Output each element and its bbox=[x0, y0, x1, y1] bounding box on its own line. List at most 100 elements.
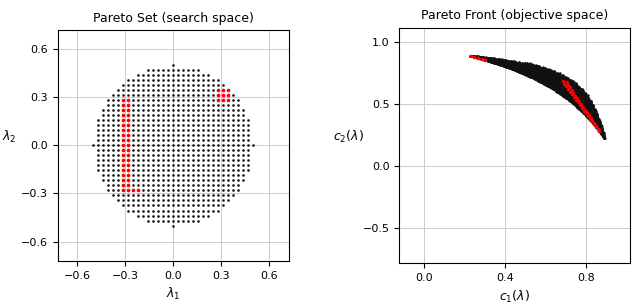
Point bbox=[514, 69, 524, 74]
Point bbox=[539, 76, 549, 81]
Point bbox=[547, 70, 557, 75]
Point bbox=[203, 128, 213, 133]
Point bbox=[588, 118, 598, 123]
Point bbox=[577, 98, 587, 103]
Point bbox=[564, 94, 575, 99]
Point bbox=[511, 66, 522, 71]
Point bbox=[566, 93, 577, 98]
Point bbox=[570, 88, 580, 93]
Point bbox=[188, 163, 198, 168]
Point bbox=[555, 77, 565, 82]
Point bbox=[103, 98, 113, 103]
Point bbox=[582, 114, 593, 119]
Point bbox=[474, 55, 484, 60]
Point bbox=[525, 67, 535, 72]
Point bbox=[581, 105, 591, 110]
Point bbox=[178, 83, 188, 88]
Point bbox=[524, 63, 534, 68]
Point bbox=[163, 213, 173, 218]
Point bbox=[471, 55, 481, 60]
Point bbox=[582, 112, 593, 117]
Point bbox=[584, 112, 595, 117]
Point bbox=[173, 188, 183, 193]
Point bbox=[587, 111, 597, 116]
Point bbox=[188, 88, 198, 93]
Point bbox=[586, 115, 596, 120]
Point bbox=[532, 71, 543, 76]
Point bbox=[561, 88, 571, 93]
Point bbox=[528, 69, 538, 74]
Point bbox=[589, 115, 600, 120]
Point bbox=[478, 57, 488, 62]
Point bbox=[566, 86, 577, 91]
Point bbox=[565, 81, 575, 86]
Point bbox=[582, 113, 592, 118]
Point bbox=[545, 68, 556, 73]
Point bbox=[502, 62, 512, 67]
Point bbox=[504, 62, 514, 67]
Point bbox=[591, 124, 601, 129]
Point bbox=[188, 128, 198, 133]
Point bbox=[183, 108, 193, 113]
Point bbox=[557, 75, 567, 80]
Point bbox=[488, 59, 498, 64]
Point bbox=[542, 79, 552, 84]
Point bbox=[514, 62, 524, 67]
Point bbox=[502, 63, 513, 68]
Point bbox=[538, 69, 548, 74]
Point bbox=[188, 178, 198, 183]
Point bbox=[128, 78, 138, 83]
Point bbox=[564, 96, 574, 101]
Point bbox=[588, 107, 598, 112]
Point bbox=[582, 97, 593, 102]
Point bbox=[580, 90, 591, 95]
Point bbox=[519, 63, 529, 68]
Point bbox=[504, 65, 514, 70]
Point bbox=[529, 71, 540, 76]
Point bbox=[589, 121, 599, 126]
Point bbox=[480, 57, 490, 62]
Point bbox=[565, 96, 575, 101]
Point bbox=[489, 60, 499, 65]
Point bbox=[586, 99, 596, 103]
Point bbox=[492, 60, 502, 65]
Point bbox=[153, 68, 163, 73]
Point bbox=[542, 81, 552, 86]
Point bbox=[529, 74, 540, 79]
Point bbox=[481, 57, 491, 62]
Point bbox=[198, 163, 208, 168]
Point bbox=[501, 64, 511, 69]
Point bbox=[118, 128, 128, 133]
Point bbox=[545, 84, 556, 89]
Point bbox=[582, 102, 592, 106]
Point bbox=[193, 108, 204, 113]
Point bbox=[543, 76, 554, 81]
Point bbox=[572, 93, 582, 98]
Point bbox=[243, 153, 253, 158]
Point bbox=[118, 118, 128, 123]
Point bbox=[589, 111, 600, 116]
Point bbox=[543, 68, 553, 73]
Point bbox=[494, 62, 504, 66]
Point bbox=[548, 84, 559, 89]
Point bbox=[586, 118, 596, 123]
Point bbox=[562, 93, 572, 98]
Point bbox=[550, 88, 561, 93]
Point bbox=[467, 54, 477, 59]
Point bbox=[566, 89, 577, 94]
Point bbox=[482, 56, 492, 61]
Point bbox=[589, 118, 600, 123]
Point bbox=[233, 158, 243, 163]
Point bbox=[543, 77, 553, 82]
Point bbox=[493, 60, 504, 65]
Point bbox=[466, 54, 476, 58]
Point bbox=[506, 66, 516, 71]
Point bbox=[557, 79, 568, 84]
Point bbox=[518, 70, 529, 75]
Point bbox=[530, 76, 540, 81]
Point bbox=[515, 65, 525, 70]
Point bbox=[203, 88, 213, 93]
Point bbox=[512, 65, 522, 69]
Point bbox=[556, 90, 566, 95]
Point bbox=[518, 62, 529, 67]
